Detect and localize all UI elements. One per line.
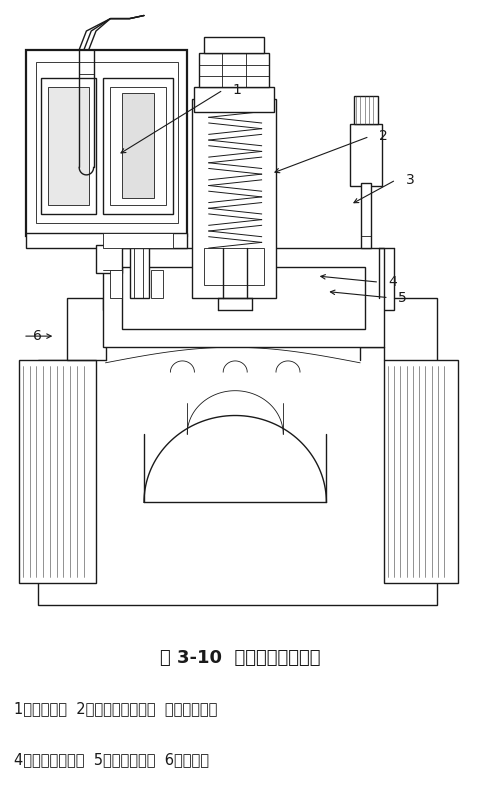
Text: 1: 1 xyxy=(233,83,241,97)
Bar xyxy=(41,77,96,214)
Bar xyxy=(36,62,178,224)
Bar xyxy=(194,87,274,111)
Bar xyxy=(122,267,365,329)
Bar xyxy=(103,248,384,348)
Bar xyxy=(199,53,269,87)
Bar xyxy=(96,245,122,273)
Bar xyxy=(350,124,382,186)
Bar xyxy=(103,232,173,248)
Bar xyxy=(26,50,187,235)
Text: 图 3-10  电磁阀结构示意图: 图 3-10 电磁阀结构示意图 xyxy=(160,649,320,667)
Bar xyxy=(122,93,154,198)
Text: 6: 6 xyxy=(33,329,41,343)
Bar xyxy=(26,232,187,248)
Bar xyxy=(151,269,163,298)
Bar xyxy=(204,248,264,285)
Bar xyxy=(361,183,371,248)
Text: 3: 3 xyxy=(406,173,414,187)
Bar xyxy=(204,37,264,53)
Bar xyxy=(384,359,458,583)
Bar xyxy=(110,87,166,205)
Polygon shape xyxy=(38,298,437,604)
Bar xyxy=(19,359,96,583)
Bar xyxy=(48,87,89,205)
Bar xyxy=(354,96,378,124)
Text: 1－电磁头；  2－流量调节手柄；  外排气螺丝；: 1－电磁头； 2－流量调节手柄； 外排气螺丝； xyxy=(14,701,218,716)
Bar xyxy=(192,100,276,298)
Bar xyxy=(103,77,173,214)
Text: 2: 2 xyxy=(379,130,388,144)
Bar xyxy=(110,269,122,298)
Text: 4－电磁阀上腔；  5－橡皮隔膜；  6－导流孔: 4－电磁阀上腔； 5－橡皮隔膜； 6－导流孔 xyxy=(14,752,209,767)
Text: 4: 4 xyxy=(389,275,397,289)
Bar xyxy=(130,248,149,298)
Text: 5: 5 xyxy=(398,291,407,305)
